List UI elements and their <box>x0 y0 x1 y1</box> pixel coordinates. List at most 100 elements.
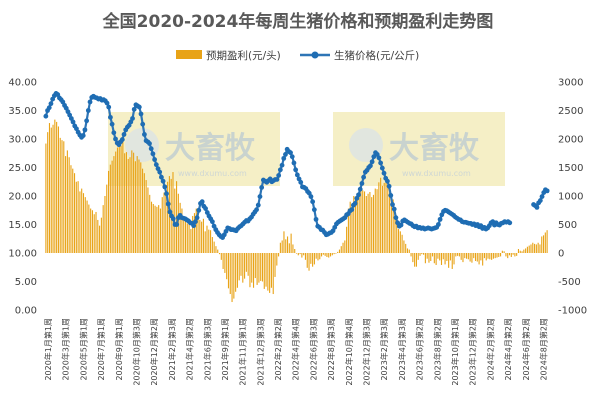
profit-bar <box>109 164 111 253</box>
left-axis-tick-label: 35.00 <box>8 106 37 117</box>
profit-bar <box>125 152 127 253</box>
profit-bar <box>503 251 505 253</box>
profit-bar <box>482 253 484 266</box>
profit-bar <box>120 145 122 253</box>
profit-bar <box>286 236 289 253</box>
profit-bar <box>115 151 117 253</box>
profit-bar <box>487 253 489 259</box>
profit-bar <box>338 249 341 253</box>
price-point <box>148 146 154 152</box>
profit-bar <box>77 181 79 253</box>
legend-line-marker <box>311 51 319 59</box>
x-tick-label: 2024年8月第2周 <box>538 318 548 381</box>
profit-bar <box>376 189 378 253</box>
right-axis-tick-label: -1000 <box>558 306 587 317</box>
profit-bar <box>285 239 287 253</box>
profit-bar <box>310 253 312 264</box>
x-tick-label: 2020年9月第1周 <box>114 318 124 381</box>
profit-bar <box>321 253 323 257</box>
profit-bar <box>333 253 335 255</box>
profit-bar <box>295 253 298 254</box>
profit-bar <box>229 253 231 295</box>
x-tick-label: 2020年12月第2周 <box>149 318 159 386</box>
profit-bar <box>324 253 326 256</box>
x-tick-label: 2024年6月第2周 <box>521 318 531 381</box>
price-point <box>196 207 202 213</box>
profit-bar <box>474 253 477 261</box>
profit-bar <box>82 193 85 253</box>
profit-bar <box>50 127 52 253</box>
profit-bar <box>337 251 339 253</box>
profit-bar <box>181 208 183 253</box>
profit-bar <box>483 253 486 259</box>
profit-bar <box>419 253 421 256</box>
profit-bar <box>498 253 500 257</box>
profit-bar <box>272 253 274 295</box>
x-tick-label: 2021年4月第2周 <box>185 318 195 381</box>
profit-bar <box>159 208 162 253</box>
profit-bar <box>442 253 444 260</box>
price-point <box>349 207 355 213</box>
profit-bar <box>424 253 426 264</box>
profit-bar <box>131 150 133 253</box>
price-point <box>203 206 208 211</box>
profit-bar <box>329 253 332 257</box>
profit-bar <box>297 253 299 256</box>
profit-bar <box>233 253 235 299</box>
x-tick-label: 2024年4月第2周 <box>503 318 513 381</box>
profit-bar <box>143 173 145 253</box>
profit-bar <box>414 253 416 267</box>
x-tick-label: 2022年10月第4周 <box>344 318 354 386</box>
profit-bar <box>274 253 276 277</box>
right-axis-tick-label: 1000 <box>558 192 583 203</box>
left-axis-tick-label: 0.00 <box>15 306 37 317</box>
x-tick-label: 2021年12月第3周 <box>255 318 265 386</box>
profit-bar <box>260 253 262 281</box>
price-point <box>152 157 158 162</box>
price-point <box>142 132 147 137</box>
profit-bar <box>500 253 502 257</box>
price-point <box>298 179 304 185</box>
profit-bar <box>124 153 126 253</box>
profit-bar <box>380 177 382 253</box>
profit-bar <box>399 231 401 253</box>
profit-bar <box>471 253 473 263</box>
price-point <box>544 188 550 194</box>
profit-bar <box>328 253 330 258</box>
price-point <box>121 132 127 137</box>
profit-bar <box>378 182 380 253</box>
profit-bar <box>252 253 255 288</box>
profit-bar <box>412 253 414 263</box>
profit-bar <box>111 160 113 253</box>
price-point <box>279 162 285 168</box>
chart-title: 全国2020-2024年每周生猪价格和预期盈利走势图 <box>102 11 494 32</box>
price-point <box>80 133 86 138</box>
profit-bar <box>342 242 344 253</box>
profit-bar <box>107 170 110 253</box>
price-point <box>259 185 265 190</box>
profit-bar <box>154 205 156 253</box>
profit-bar <box>319 253 321 260</box>
profit-bar <box>47 132 49 253</box>
profit-bar <box>290 233 292 253</box>
watermark-left-text: 大畜牧 <box>165 131 256 166</box>
profit-bar <box>505 253 507 257</box>
profit-bar <box>405 243 407 253</box>
profit-bar <box>267 253 269 291</box>
price-point <box>368 163 373 169</box>
profit-bar <box>539 244 541 253</box>
left-axis-tick-label: 20.00 <box>8 192 37 203</box>
profit-bar <box>217 249 219 253</box>
profit-bar <box>269 253 271 293</box>
profit-bar <box>313 253 315 265</box>
profit-bar <box>542 235 545 253</box>
profit-bar <box>464 253 466 259</box>
right-axis-tick-label: 2000 <box>558 135 583 146</box>
profit-bar <box>192 215 194 253</box>
price-point <box>254 207 259 213</box>
price-point <box>361 174 367 180</box>
right-axis-tick-label: -500 <box>558 277 581 288</box>
profit-bar <box>301 253 303 258</box>
price-point <box>140 121 146 127</box>
